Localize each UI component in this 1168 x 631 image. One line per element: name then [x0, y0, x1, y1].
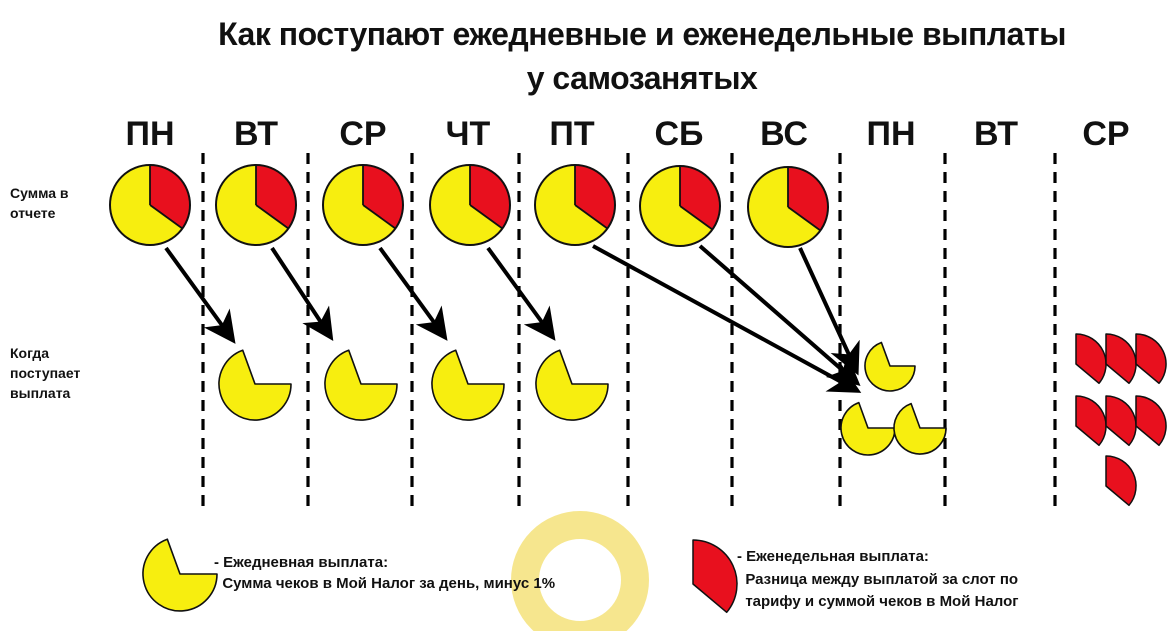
- report-pie-weekly-part-2: [256, 164, 297, 229]
- daily-payout-piece-2: [324, 349, 398, 421]
- legend-daily-description: Сумма чеков в Мой Налог за день, минус 1…: [214, 575, 556, 592]
- report-pie-weekly-part-4: [470, 164, 511, 229]
- payout-arrow-7: [798, 247, 860, 376]
- legend-weekly-description-2: тарифу и суммой чеков в Мой Налог: [737, 593, 1019, 610]
- legend-weekly-icon: [692, 539, 738, 614]
- report-pie-daily-part-1: [110, 165, 183, 245]
- legend-icons: [142, 538, 738, 614]
- day-label-fri: ПТ: [549, 115, 595, 153]
- day-label-sun: ВС: [760, 115, 808, 153]
- report-pie-daily-part-7: [748, 167, 821, 247]
- report-pie-weekly-part-5: [575, 164, 616, 229]
- weekly-payout-pieces: [1075, 333, 1167, 507]
- payout-arrow-3: [378, 246, 448, 341]
- daily-payout-piece-3: [431, 349, 505, 421]
- legend-weekly-description-1: Разница между выплатой за слот по: [737, 571, 1019, 588]
- weekly-payout-piece-1: [1075, 333, 1107, 385]
- diagram-title-line-1: Как поступают ежедневные и еженедельные …: [218, 16, 1066, 52]
- report-pie-daily-part-3: [323, 165, 396, 245]
- weekly-payout-piece-4: [1075, 395, 1107, 447]
- report-pie-divider-b-2: [255, 204, 289, 230]
- report-pie-daily-part-2: [216, 165, 289, 245]
- day-label-next-mon: ПН: [866, 115, 916, 153]
- weekly-payout-piece-2: [1105, 333, 1137, 385]
- report-pie-divider-b-1: [149, 204, 183, 230]
- weekend-payout-piece-3: [893, 402, 947, 455]
- weekend-payout-piece-2: [840, 401, 896, 456]
- report-pie-weekly-part-6: [680, 166, 721, 230]
- highlight-ring: [511, 511, 649, 631]
- weekend-payout-piece-1: [864, 341, 916, 392]
- legend-daily-title: - Ежедневная выплата:: [214, 554, 389, 571]
- report-pie-divider-b-3: [362, 204, 396, 230]
- weekly-payout-piece-3: [1135, 333, 1167, 385]
- weekly-payout-piece-5: [1105, 395, 1137, 447]
- day-label-mon: ПН: [125, 115, 175, 153]
- day-label-sat: СБ: [654, 115, 704, 153]
- report-pie-divider-b-4: [469, 204, 503, 230]
- daily-payout-piece-1: [218, 349, 292, 421]
- day-label-thu: ЧТ: [445, 115, 491, 153]
- report-pie-weekly-part-7: [788, 166, 829, 231]
- report-pie-weekly-part-1: [150, 164, 191, 229]
- payout-arrow-5: [592, 244, 862, 393]
- report-pie-weekly-part-3: [363, 164, 404, 229]
- report-pie-divider-b-6: [679, 205, 713, 231]
- day-label-tue: ВТ: [233, 115, 279, 153]
- payout-arrow-1: [164, 246, 236, 344]
- report-pie-divider-b-5: [574, 204, 608, 230]
- daily-payout-pieces: [218, 341, 947, 456]
- daily-payout-piece-4: [535, 349, 609, 421]
- day-label-next-wed: СР: [1082, 115, 1130, 153]
- payout-arrows: [164, 244, 862, 393]
- report-pie-daily-part-5: [535, 165, 608, 245]
- payout-arrow-2: [270, 246, 334, 342]
- day-label-wed: СР: [339, 115, 387, 153]
- payout-arrow-4: [486, 246, 556, 341]
- weekly-payout-piece-6: [1135, 395, 1167, 447]
- weekly-payout-piece-7: [1105, 455, 1137, 507]
- diagram-title-line-2: у самозанятых: [526, 60, 758, 96]
- report-pie-daily-part-4: [430, 165, 503, 245]
- payout-arrow-6: [698, 244, 861, 386]
- row-label-payout-time: Когда поступает выплата: [10, 345, 81, 401]
- row-label-report-sum: Сумма в отчете: [10, 185, 69, 221]
- legend-daily-icon: [142, 538, 218, 612]
- report-pie-daily-part-6: [640, 166, 713, 246]
- report-pie-divider-b-7: [787, 206, 821, 232]
- legend-weekly-title: - Еженедельная выплата:: [737, 548, 929, 565]
- highlight-circle: [511, 511, 649, 631]
- report-sum-pies: [109, 164, 829, 248]
- day-label-next-tue: ВТ: [973, 115, 1019, 153]
